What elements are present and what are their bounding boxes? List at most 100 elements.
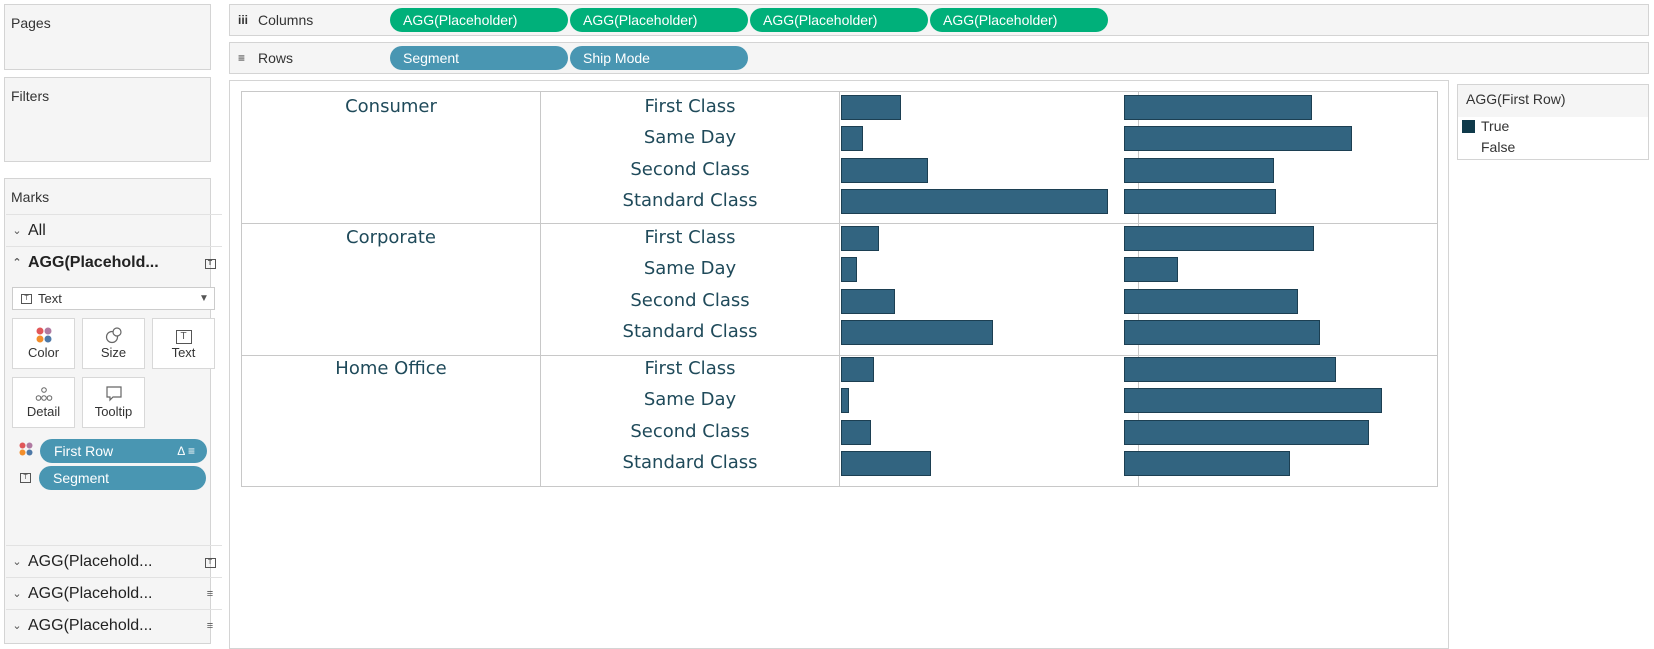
marks-field-text: T Segment: [18, 466, 206, 490]
bar[interactable]: [841, 188, 1108, 214]
filters-card-title: Filters: [11, 88, 50, 104]
chevron-down-icon: ⌄: [12, 588, 22, 600]
bar[interactable]: [841, 95, 901, 120]
ship-mode-label: Same Day: [643, 127, 737, 149]
ship-mode-label: Same Day: [643, 258, 737, 280]
gantt-bar-icon: ≡: [206, 619, 214, 632]
bar[interactable]: [1124, 388, 1383, 414]
crosstab-viz: Consumer First Class Same Day Second Class S…: [241, 91, 1438, 487]
row-divider: [242, 223, 1437, 224]
size-button[interactable]: Size: [82, 318, 145, 369]
bar[interactable]: [1124, 450, 1290, 476]
mark-type-value: Text: [38, 291, 62, 306]
ship-mode-label: Second Class: [630, 158, 750, 180]
segment-pill-label: Segment: [53, 470, 110, 486]
ship-mode-label: Standard Class: [622, 320, 758, 342]
column-divider: [540, 92, 541, 486]
bar[interactable]: [1124, 157, 1274, 183]
color-dots-icon: [13, 319, 74, 345]
bar[interactable]: [841, 319, 994, 345]
pages-card-title: Pages: [11, 15, 51, 31]
detail-button[interactable]: Detail: [12, 377, 75, 428]
bar[interactable]: [841, 388, 850, 414]
caret-down-icon: ▼: [199, 293, 209, 304]
marks-layer-label: AGG(Placehold...: [28, 552, 153, 570]
tooltip-button[interactable]: Tooltip: [82, 377, 145, 428]
bar[interactable]: [1124, 226, 1315, 251]
legend-swatch: [1462, 140, 1475, 154]
legend-item-false[interactable]: False: [1462, 139, 1515, 155]
ship-mode-label: First Class: [644, 227, 736, 248]
columns-shelf[interactable]: iii Columns AGG(Placeholder) AGG(Placeho…: [229, 4, 1649, 36]
delta-sort-icon: Δ ≡: [177, 444, 195, 458]
legend-item-true[interactable]: True: [1462, 118, 1509, 134]
marks-active-row[interactable]: ⌃ AGG(Placehold... T: [6, 246, 222, 278]
segment-label: Home Office: [335, 358, 447, 379]
color-legend[interactable]: AGG(First Row) True False: [1457, 84, 1649, 160]
text-box-icon: T: [153, 319, 214, 345]
worksheet-view[interactable]: Consumer First Class Same Day Second Class S…: [229, 80, 1449, 649]
row-divider: [242, 355, 1437, 356]
rows-pills: Segment Ship Mode: [390, 46, 748, 70]
bar[interactable]: [1124, 95, 1312, 120]
column-divider: [839, 92, 840, 486]
text-mark-icon: T: [20, 473, 31, 483]
marks-active-label: AGG(Placehold...: [28, 253, 159, 271]
detail-button-label: Detail: [26, 404, 61, 419]
column-pill[interactable]: AGG(Placeholder): [570, 8, 748, 32]
bar[interactable]: [841, 357, 874, 382]
rows-label: Rows: [258, 50, 294, 66]
bar[interactable]: [841, 126, 863, 152]
marks-layer-row[interactable]: ⌄ AGG(Placehold... T: [6, 545, 222, 577]
bar[interactable]: [841, 157, 929, 183]
bar[interactable]: [1124, 319, 1320, 345]
ship-mode-label: First Class: [644, 358, 736, 379]
bar[interactable]: [841, 288, 896, 314]
ship-mode-label: Second Class: [630, 420, 750, 442]
marks-all-label: All: [28, 221, 46, 239]
columns-icon: iii: [238, 13, 249, 27]
bar[interactable]: [1124, 126, 1353, 152]
columns-label: Columns: [258, 12, 314, 28]
row-pill-segment[interactable]: Segment: [390, 46, 568, 70]
row-pill-ship-mode[interactable]: Ship Mode: [570, 46, 748, 70]
bar[interactable]: [1124, 419, 1369, 445]
column-pill[interactable]: AGG(Placeholder): [750, 8, 928, 32]
bar[interactable]: [1124, 357, 1337, 382]
ship-mode-label: Standard Class: [622, 451, 758, 473]
chevron-down-icon: ⌄: [12, 620, 22, 632]
chevron-up-icon: ⌃: [12, 257, 22, 269]
rows-shelf[interactable]: ≡ Rows Segment Ship Mode: [229, 42, 1649, 74]
marks-layer-row[interactable]: ⌄ AGG(Placehold... ≡: [6, 577, 222, 609]
column-pill[interactable]: AGG(Placeholder): [930, 8, 1108, 32]
filters-card[interactable]: Filters: [4, 77, 211, 162]
tooltip-bubble-icon: [83, 378, 144, 404]
mark-type-dropdown[interactable]: T Text ▼: [12, 287, 215, 310]
column-pill[interactable]: AGG(Placeholder): [390, 8, 568, 32]
segment-pill[interactable]: Segment: [39, 466, 206, 490]
ship-mode-label: First Class: [644, 96, 736, 117]
marks-all-row[interactable]: ⌄ All: [6, 214, 222, 246]
bar[interactable]: [841, 419, 871, 445]
bar[interactable]: [841, 226, 880, 251]
rows-icon: ≡: [238, 51, 246, 65]
text-button[interactable]: T Text: [152, 318, 215, 369]
color-button[interactable]: Color: [12, 318, 75, 369]
bar[interactable]: [841, 257, 858, 283]
marks-layer-label: AGG(Placehold...: [28, 584, 153, 602]
gantt-bar-icon: ≡: [206, 587, 214, 600]
text-mark-icon: T: [198, 555, 222, 568]
bar[interactable]: [1124, 288, 1299, 314]
marks-card-title: Marks: [11, 189, 50, 205]
marks-layer-row[interactable]: ⌄ AGG(Placehold... ≡: [6, 609, 222, 641]
bar[interactable]: [1124, 257, 1179, 283]
legend-item-label: False: [1481, 139, 1516, 155]
bar[interactable]: [841, 450, 931, 476]
pages-card[interactable]: Pages: [4, 4, 211, 70]
segment-label: Consumer: [345, 96, 437, 117]
first-row-pill[interactable]: First Row Δ ≡: [40, 439, 207, 463]
color-button-label: Color: [27, 345, 60, 360]
bar[interactable]: [1124, 188, 1277, 214]
first-row-pill-label: First Row: [54, 443, 114, 459]
chevron-down-icon: ⌄: [12, 225, 22, 237]
